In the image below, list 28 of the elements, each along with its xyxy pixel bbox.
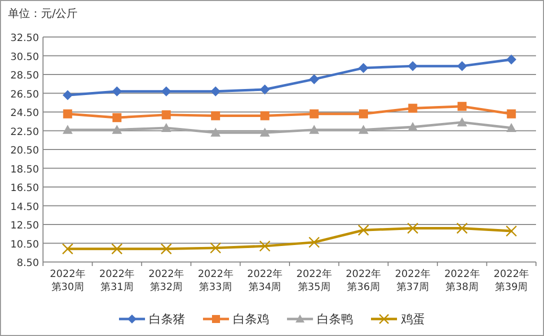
legend-label: 白条鸡 (233, 312, 269, 326)
legend-label: 白条鸭 (317, 312, 353, 326)
y-tick-label: 32.50 (10, 33, 39, 44)
x-tick-label: 2022年第36周 (346, 268, 382, 293)
y-tick-label: 20.50 (10, 146, 39, 156)
y-tick-label: 24.50 (10, 108, 39, 119)
y-axis-title: 单位：元/公斤 (8, 7, 78, 20)
y-tick-label: 28.50 (10, 70, 39, 82)
y-tick-label: 22.50 (10, 126, 39, 138)
y-tick-label: 14.50 (10, 202, 39, 213)
x-tick-label: 2022年第31周 (99, 268, 135, 293)
y-tick-label: 10.50 (10, 239, 39, 250)
y-tick-label: 26.50 (10, 89, 39, 100)
y-tick-label: 12.50 (10, 220, 39, 232)
legend-label: 白条猪 (149, 312, 185, 326)
x-tick-label: 2022年第34周 (247, 268, 283, 293)
y-tick-label: 8.50 (16, 258, 39, 269)
x-tick-label: 2022年第35周 (296, 268, 332, 293)
x-tick-label: 2022年第33周 (198, 268, 234, 293)
legend-label: 鸡蛋 (400, 312, 425, 326)
y-tick-label: 18.50 (10, 164, 39, 176)
y-tick-label: 16.50 (10, 183, 39, 194)
x-tick-label: 2022年第30周 (50, 268, 86, 293)
x-tick-label: 2022年第32周 (148, 268, 184, 293)
x-tick-label: 2022年第38周 (444, 268, 480, 293)
x-tick-label: 2022年第37周 (395, 268, 430, 293)
x-tick-label: 2022年第39周 (494, 268, 530, 293)
y-tick-label: 30.50 (10, 52, 39, 63)
